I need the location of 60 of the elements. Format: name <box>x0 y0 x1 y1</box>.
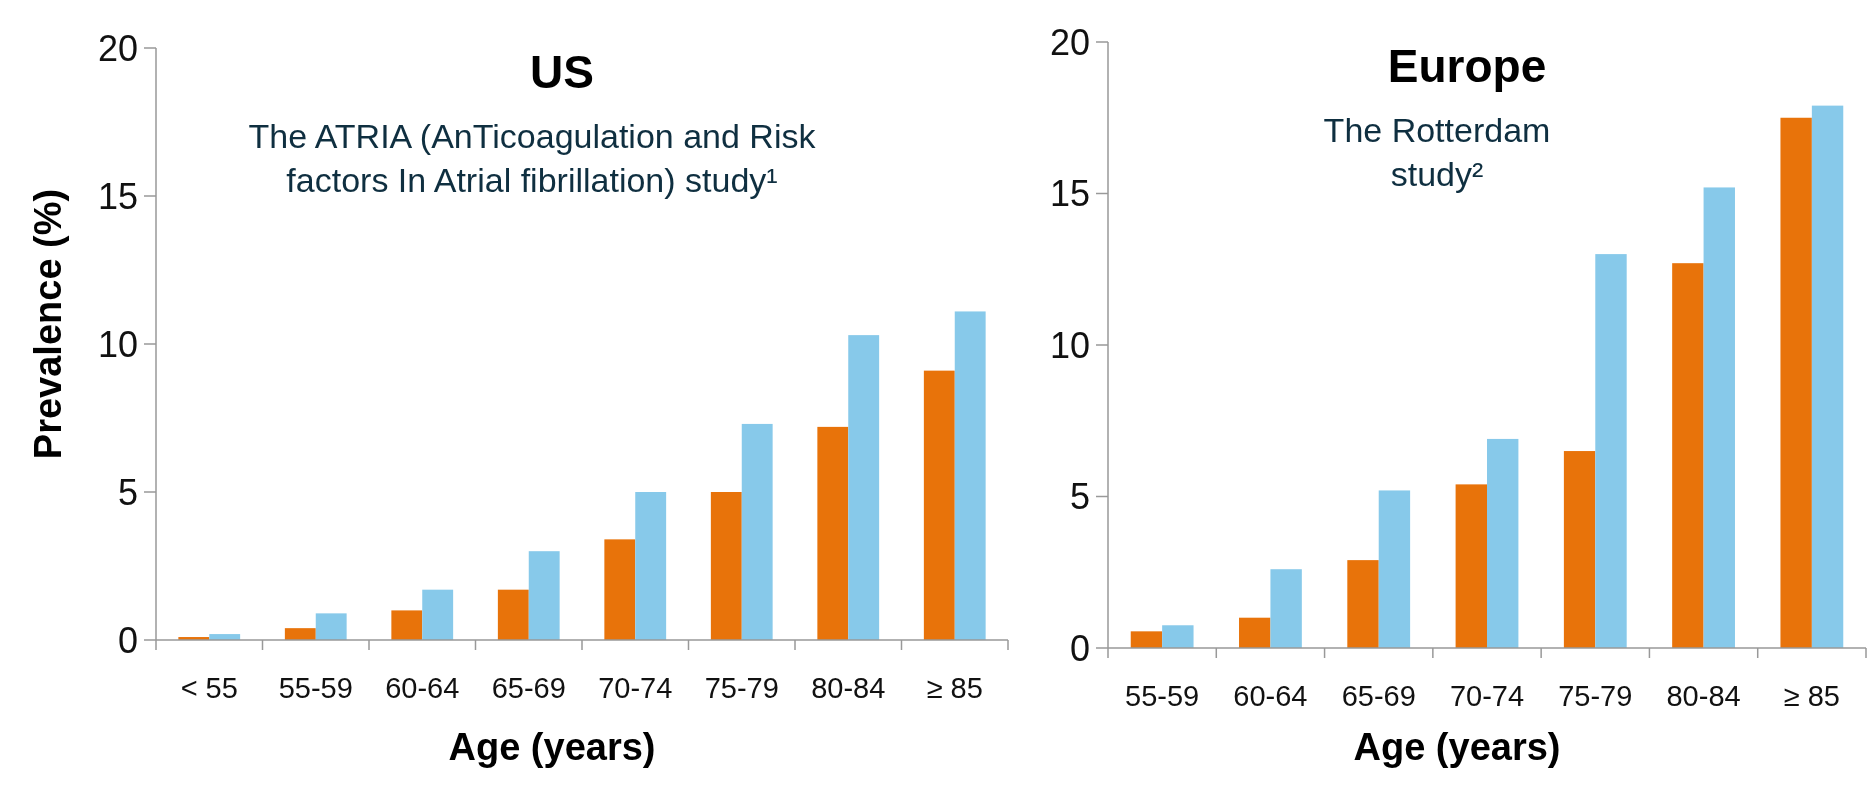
bar <box>1811 105 1844 648</box>
x-axis-title: Age (years) <box>448 726 656 768</box>
bar <box>528 551 560 640</box>
text: The Rotterdam study² <box>1323 111 1551 193</box>
y-tick-label: 10 <box>1049 324 1090 366</box>
x-tick-label: 70-74 <box>1449 680 1525 712</box>
chart-title: Europe <box>1387 40 1547 92</box>
bar <box>1780 117 1812 648</box>
y-tick-label: 15 <box>97 175 138 217</box>
y-tick-label: 20 <box>1049 21 1090 63</box>
bar <box>1487 438 1519 648</box>
bar <box>1162 625 1194 648</box>
bar <box>710 492 742 640</box>
text: The ATRIA (AnTicoagulation and Risk factors In Atrial fibrillation) study¹ <box>248 117 817 199</box>
y-tick-label: 10 <box>97 323 138 365</box>
bar <box>422 589 454 640</box>
bar <box>1270 569 1302 648</box>
bar <box>1347 560 1379 648</box>
bar <box>1703 187 1735 648</box>
bar <box>1130 631 1163 648</box>
x-tick-label: 75-79 <box>1558 680 1633 712</box>
bar <box>1595 254 1627 648</box>
x-tick-label: ≥ 85 <box>926 672 983 704</box>
x-tick-label: 80-84 <box>811 672 886 704</box>
bar <box>635 492 667 640</box>
bar <box>604 539 636 640</box>
bar <box>923 370 955 640</box>
bar <box>954 311 986 640</box>
x-tick-label: 60-64 <box>385 672 460 704</box>
bar <box>1563 451 1596 648</box>
x-tick-label: 55-59 <box>1125 680 1200 712</box>
bar <box>284 628 316 640</box>
bar <box>848 335 880 640</box>
bar <box>1455 484 1487 648</box>
bar <box>741 423 773 640</box>
x-tick-label: 75-79 <box>704 672 779 704</box>
bar <box>391 610 423 640</box>
bar <box>315 613 347 640</box>
bar <box>1378 490 1411 648</box>
x-tick-label: 70-74 <box>598 672 673 704</box>
x-tick-label: 80-84 <box>1666 680 1741 712</box>
chart-title: US <box>530 46 594 98</box>
x-tick-label: < 55 <box>180 672 238 704</box>
x-tick-label: 65-69 <box>491 672 566 704</box>
y-axis-title: Prevalence (%) <box>27 188 69 460</box>
x-tick-label: 55-59 <box>278 672 353 704</box>
bar <box>1672 263 1704 648</box>
y-tick-label: 5 <box>117 471 138 513</box>
y-tick-label: 5 <box>1069 476 1090 518</box>
bar <box>497 589 529 640</box>
x-axis-title: Age (years) <box>1353 726 1561 768</box>
y-tick-label: 15 <box>1049 173 1090 215</box>
bar <box>1239 617 1271 648</box>
y-tick-label: 0 <box>117 619 138 661</box>
y-tick-label: 0 <box>1069 627 1090 669</box>
x-tick-label: 60-64 <box>1233 680 1308 712</box>
bar <box>817 426 849 640</box>
y-tick-label: 20 <box>97 27 138 69</box>
x-tick-label: 65-69 <box>1341 680 1416 712</box>
x-tick-label: ≥ 85 <box>1783 680 1840 712</box>
